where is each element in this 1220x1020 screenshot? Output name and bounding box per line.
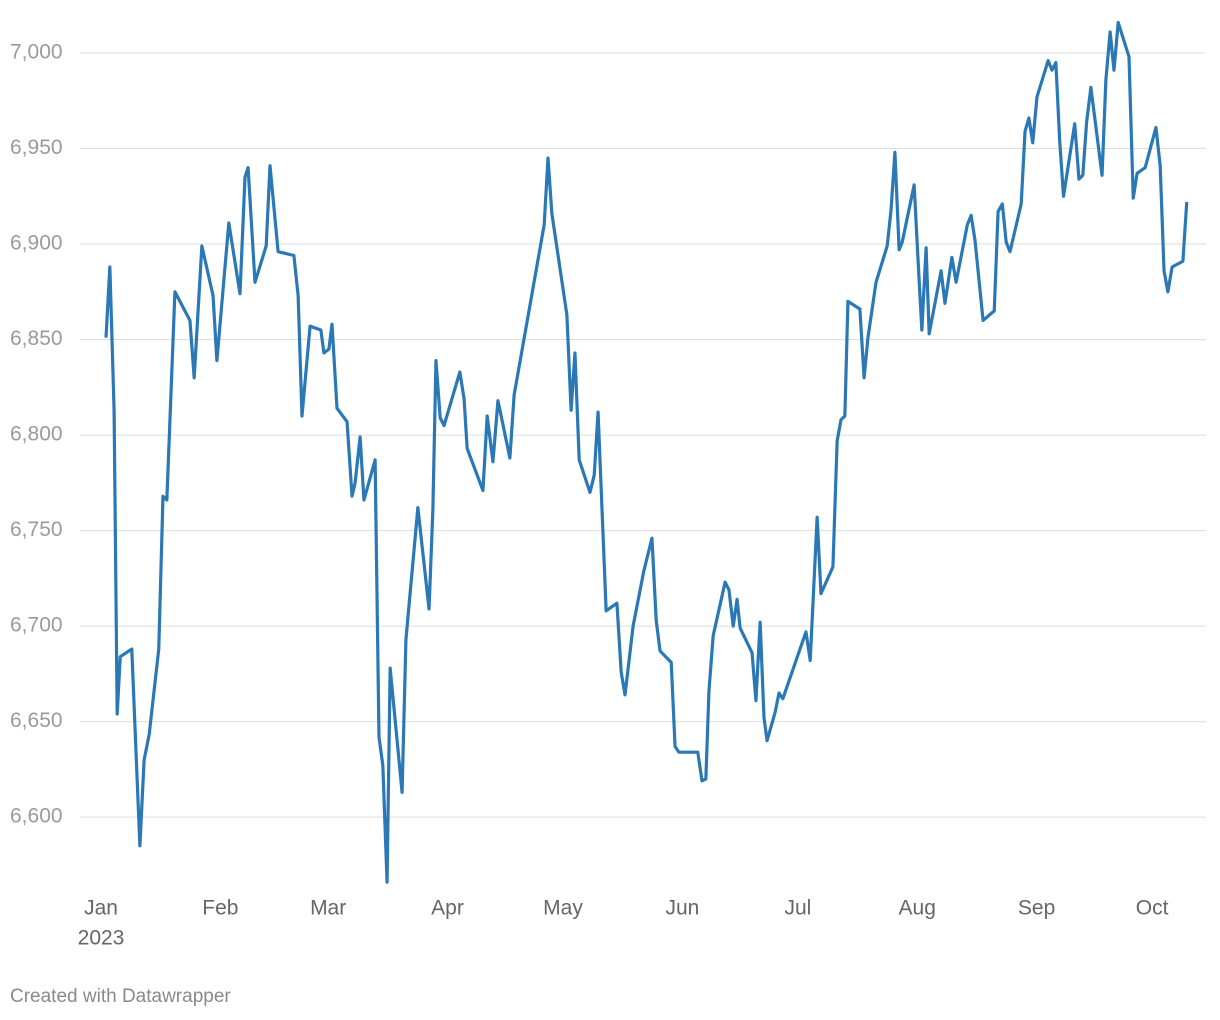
x-tick-label: Sep (1018, 897, 1055, 920)
x-tick-label: Aug (899, 897, 936, 920)
y-tick-label: 6,750 (10, 518, 63, 541)
x-tick-year: 2023 (78, 927, 125, 950)
x-tick-label: Oct (1136, 897, 1169, 920)
y-tick-label: 6,600 (10, 805, 63, 828)
x-tick-label: Jun (665, 897, 699, 920)
credit: Created with Datawrapper (10, 986, 231, 1007)
x-tick-label: Jan (84, 897, 118, 920)
data-line (104, 20, 1189, 884)
y-tick-label: 6,950 (10, 136, 63, 159)
x-tick-label: Jul (784, 897, 811, 920)
y-tick-label: 7,000 (10, 41, 63, 64)
y-tick-label: 6,800 (10, 423, 63, 446)
x-tick-label: Feb (202, 897, 238, 920)
y-tick-label: 6,700 (10, 614, 63, 637)
y-tick-label: 6,850 (10, 327, 63, 350)
x-tick-label: Mar (310, 897, 346, 920)
y-tick-label: 6,900 (10, 232, 63, 255)
x-tick-label: May (543, 897, 583, 920)
x-tick-label: Apr (431, 897, 464, 920)
y-tick-label: 6,650 (10, 709, 63, 732)
